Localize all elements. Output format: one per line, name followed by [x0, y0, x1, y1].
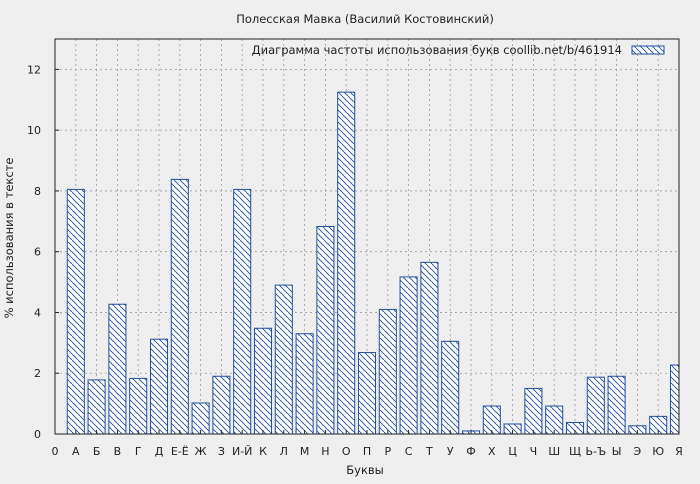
x-tick-label: Я: [675, 445, 683, 458]
x-tick-label: И-Й: [232, 445, 252, 458]
plot-frame: [54, 38, 680, 435]
x-tick-label: Ш: [548, 445, 560, 458]
x-tick-label: Ь-Ъ: [585, 445, 606, 458]
x-tick-label: Ц: [508, 445, 517, 458]
x-tick-label: В: [114, 445, 122, 458]
bar-В: [108, 303, 127, 435]
bar-Д: [149, 338, 169, 435]
y-tick-label: 12: [27, 63, 41, 76]
x-tick-label: У: [447, 445, 454, 458]
x-tick-label: Н: [321, 445, 329, 458]
bar-Ж: [191, 402, 210, 435]
y-tick-label: 0: [34, 428, 41, 441]
x-tick-label: Ы: [612, 445, 622, 458]
x-tick-label-origin: 0: [52, 445, 59, 458]
bar-Н: [316, 225, 335, 435]
x-tick-label: Ю: [652, 445, 664, 458]
y-axis-label: % использования в тексте: [2, 158, 16, 319]
bar-П: [357, 352, 377, 435]
legend-label: Диаграмма частоты использования букв coo…: [252, 43, 622, 57]
x-axis-label: Буквы: [346, 463, 384, 477]
y-tick-label: 4: [34, 306, 41, 319]
x-tick-label: Ч: [530, 445, 538, 458]
bar-М: [295, 333, 314, 435]
x-tick-label: Г: [135, 445, 142, 458]
bar-К: [253, 327, 273, 435]
bar-Р: [378, 308, 397, 435]
chart-title: Полесская Мавка (Василий Костовинский): [236, 12, 494, 26]
x-tick-label: Т: [425, 445, 433, 458]
legend: Диаграмма частоты использования букв coo…: [252, 43, 665, 57]
bar-Ы: [607, 375, 626, 435]
bar-Я: [669, 364, 680, 435]
legend-swatch: [631, 45, 665, 55]
x-tick-label: О: [342, 445, 351, 458]
y-tick-label: 10: [27, 124, 41, 137]
bar-З: [212, 375, 231, 435]
bar-Ь-Ъ: [586, 376, 605, 435]
y-tick-label: 8: [34, 185, 41, 198]
grid-lines: [55, 39, 680, 434]
bar-О: [337, 91, 356, 435]
bar-Ч: [524, 387, 543, 435]
x-tick-label: Ж: [195, 445, 207, 458]
x-tick-label: Э: [634, 445, 642, 458]
x-tick-label: К: [259, 445, 267, 458]
x-tick-label: Р: [384, 445, 391, 458]
x-tick-label: П: [363, 445, 371, 458]
y-tick-label: 2: [34, 367, 41, 380]
bar-И-Й: [233, 188, 252, 435]
axes: [54, 38, 680, 435]
x-tick-label: С: [405, 445, 413, 458]
bar-А: [66, 188, 85, 435]
x-tick-label: Ф: [466, 445, 475, 458]
bar-Б: [87, 379, 106, 435]
x-tick-label: Х: [488, 445, 496, 458]
x-tick-label: М: [300, 445, 310, 458]
bar-С: [399, 276, 418, 435]
bar-Т: [420, 261, 439, 435]
bar-Х: [482, 405, 501, 435]
x-tick-label: Е-Ё: [171, 445, 189, 458]
x-tick-label: Л: [280, 445, 288, 458]
x-tick-label: З: [218, 445, 225, 458]
bar-Г: [129, 377, 148, 435]
bar-Л: [274, 284, 293, 435]
x-tick-label: Д: [155, 445, 164, 458]
x-tick-label: Б: [93, 445, 101, 458]
y-tick-label: 6: [34, 246, 41, 259]
bar-У: [441, 340, 460, 435]
bar-Е-Ё: [170, 178, 189, 435]
x-tick-label: Щ: [569, 445, 581, 458]
bar-Ш: [545, 405, 564, 435]
x-tick-label: А: [72, 445, 80, 458]
